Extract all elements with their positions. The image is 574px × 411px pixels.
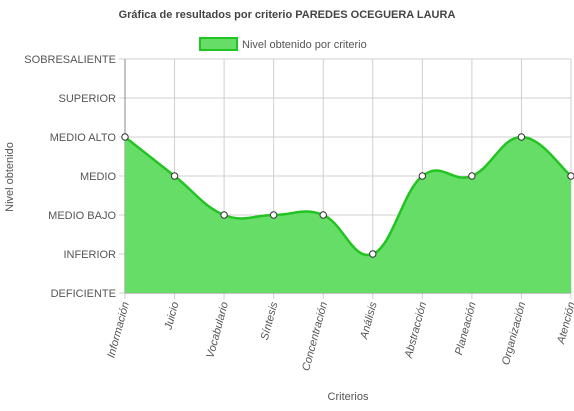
data-point <box>220 211 228 219</box>
data-points <box>121 133 574 258</box>
chart-title: Gráfica de resultados por criterio PARED… <box>119 9 456 21</box>
y-tick-label: MEDIO BAJO <box>48 210 116 222</box>
y-tick-label: SOBRESALIENTE <box>24 54 116 66</box>
x-tick-label: Juicio <box>162 301 181 332</box>
plot-area <box>124 135 572 293</box>
y-axis-ticks: DEFICIENTE INFERIOR MEDIO BAJO MEDIO MEDIO A… <box>24 54 116 300</box>
legend-label: Nivel obtenido por criterio <box>242 39 367 51</box>
legend[interactable]: Nivel obtenido por criterio <box>199 37 367 51</box>
y-tick-label: DEFICIENTE <box>51 288 116 300</box>
x-tick-label: Atención <box>555 301 574 346</box>
y-tick-label: SUPERIOR <box>59 93 117 105</box>
x-tick-label: Planeación <box>453 301 479 357</box>
data-point <box>468 172 476 180</box>
x-tick-label: Vocabulario <box>204 301 231 360</box>
series-line <box>124 135 572 257</box>
data-point <box>269 211 278 219</box>
y-tick-label: MEDIO <box>80 171 117 183</box>
x-tick-label: Análisis <box>358 300 380 341</box>
x-tick-label: Abstracción <box>403 301 430 361</box>
data-point <box>418 172 427 180</box>
x-tick-label: Organización <box>500 301 528 367</box>
data-point <box>517 133 526 141</box>
data-point <box>121 133 129 141</box>
y-tick-label: MEDIO ALTO <box>50 132 117 144</box>
x-tick-label: Información <box>105 301 131 360</box>
x-axis-title: Criterios <box>328 391 369 403</box>
x-axis-ticks: Información Juicio Vocabulario Síntesis Conc… <box>105 300 574 372</box>
x-tick-label: Concentración <box>300 301 330 373</box>
series-area-fill <box>125 137 571 293</box>
legend-swatch <box>199 37 238 51</box>
data-point <box>319 211 327 219</box>
x-tick-label: Síntesis <box>259 300 281 341</box>
y-tick-label: INFERIOR <box>63 249 116 261</box>
data-point <box>170 172 179 180</box>
data-point <box>567 172 574 180</box>
data-point <box>369 250 377 258</box>
y-axis-title: Nivel obtenido <box>4 142 16 212</box>
